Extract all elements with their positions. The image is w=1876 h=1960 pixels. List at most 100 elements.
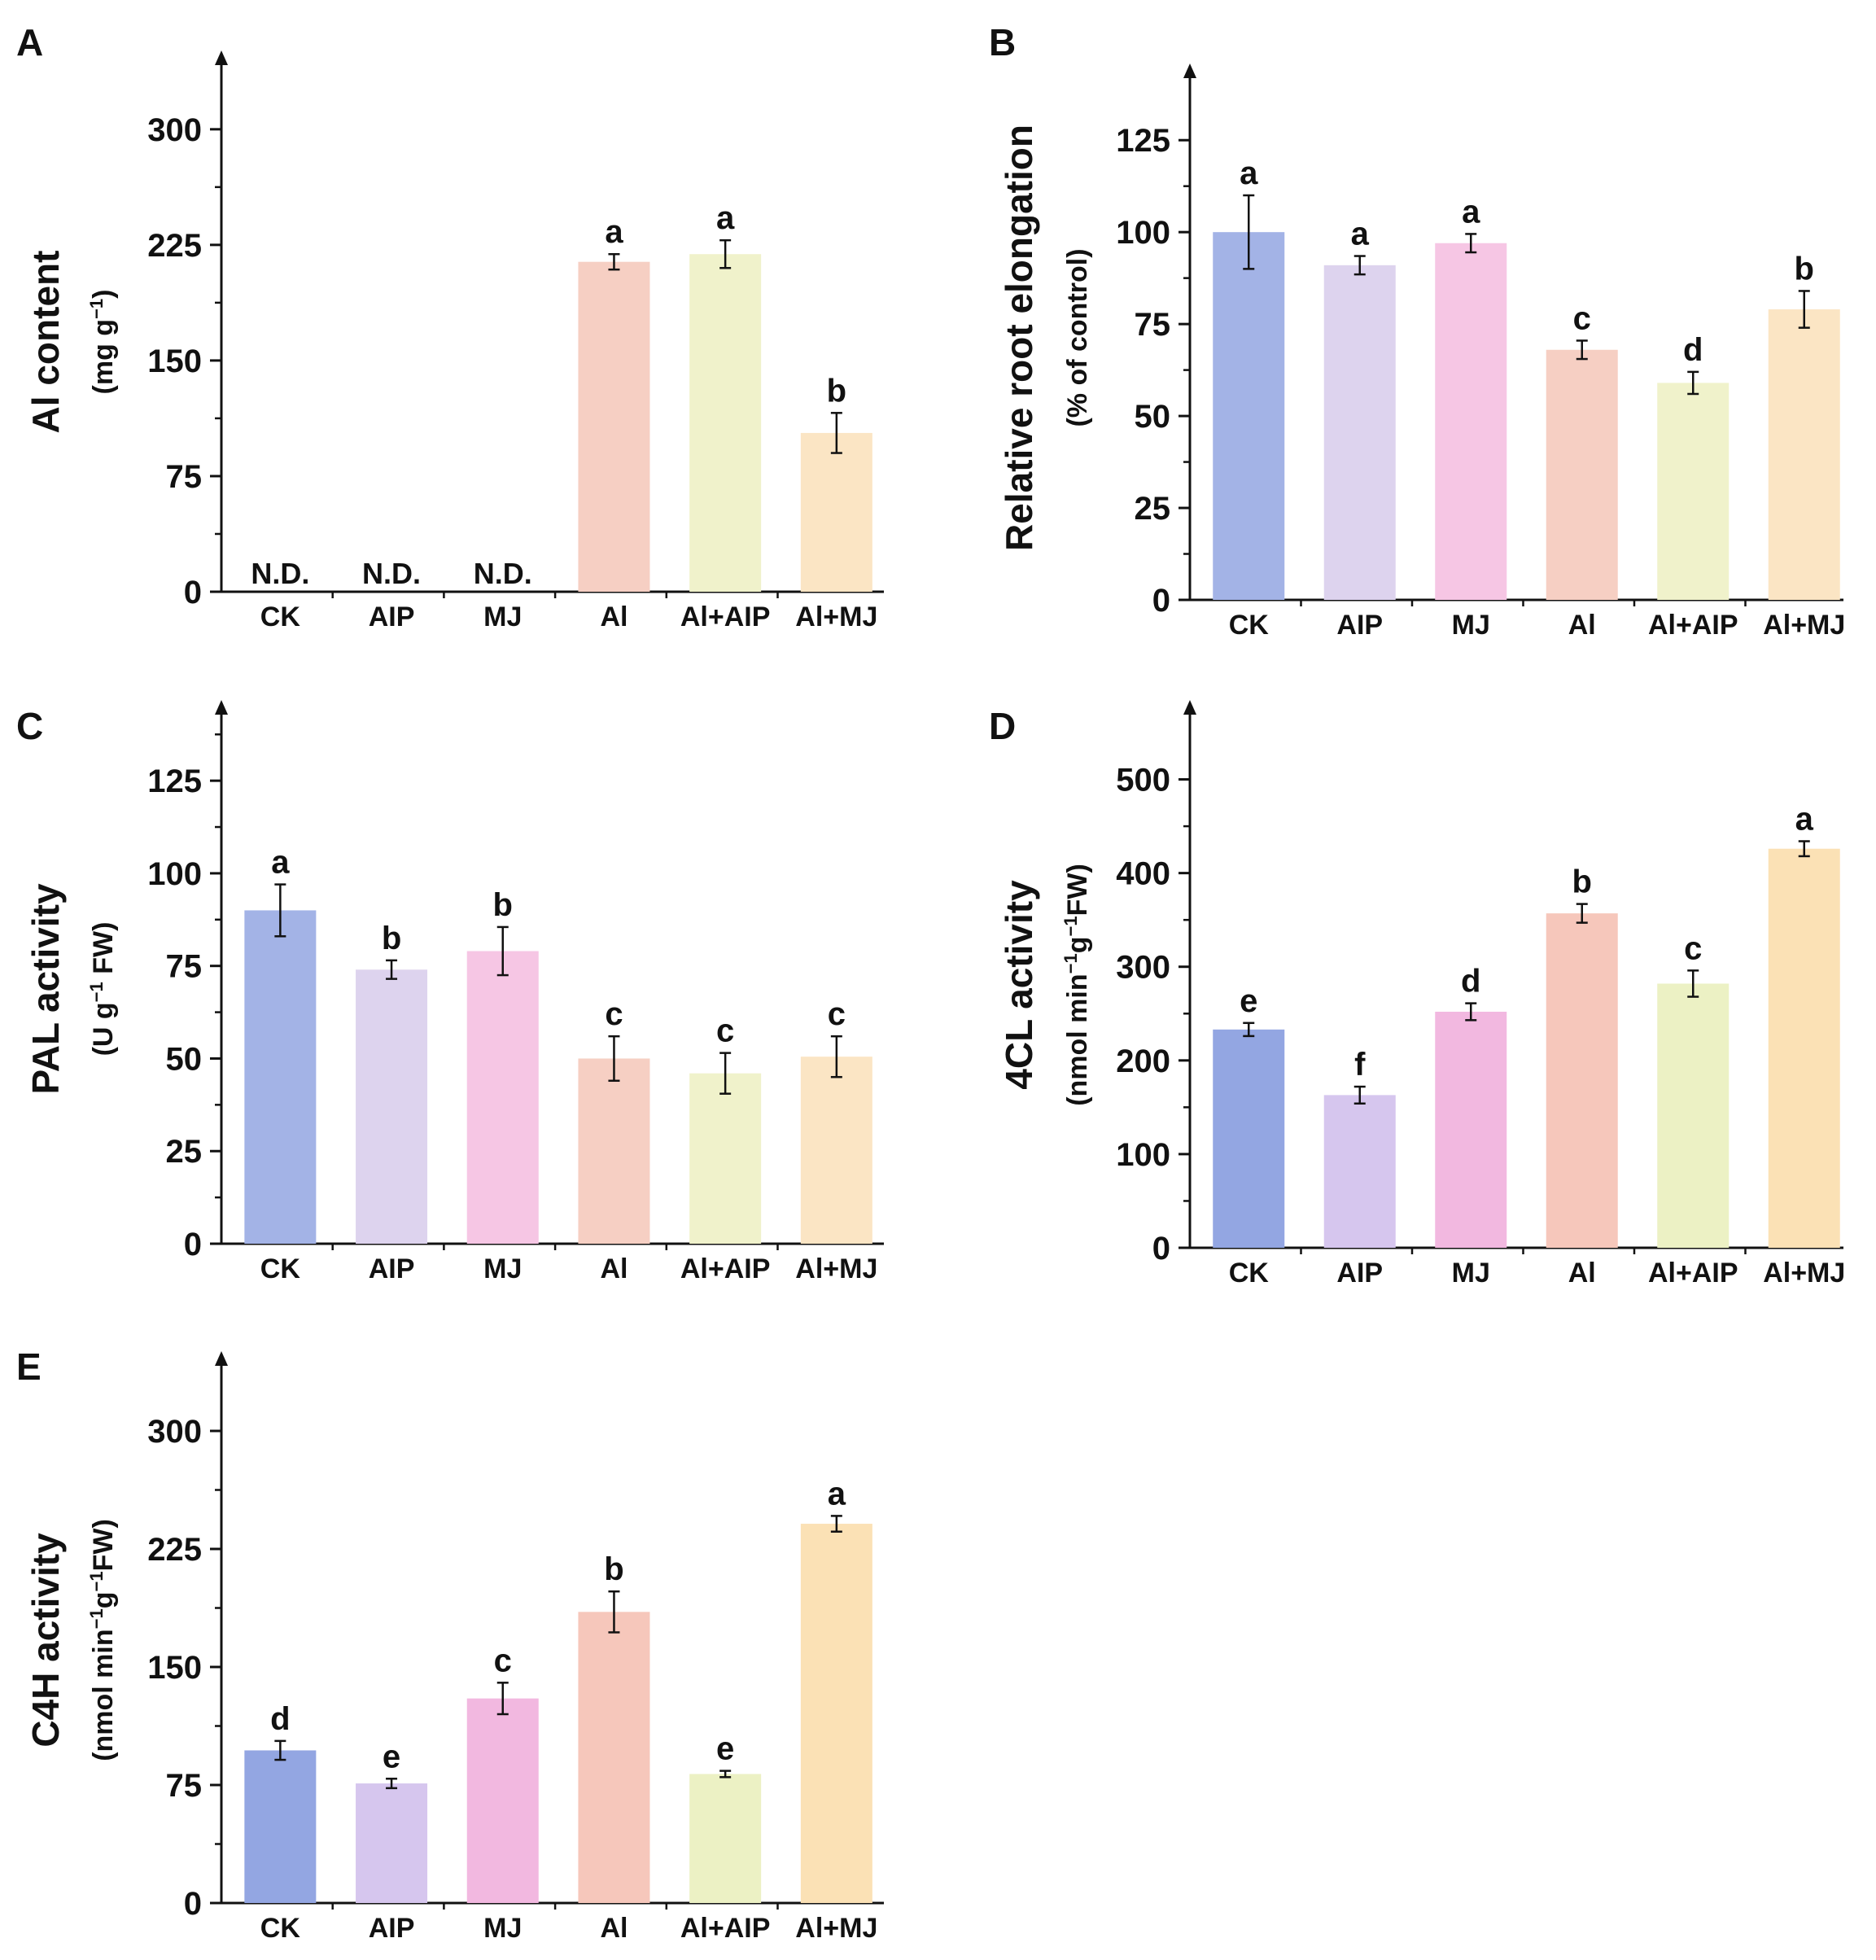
significance-label: c [828, 996, 846, 1032]
significance-label: c [1684, 930, 1702, 966]
y-axis-arrow [215, 700, 228, 715]
y-tick-label: 125 [147, 763, 202, 799]
significance-label: c [494, 1643, 512, 1678]
y-tick-label: 300 [147, 1414, 202, 1450]
significance-label: b [382, 921, 401, 956]
y-tick-label: 100 [1116, 215, 1170, 251]
bar-al [1546, 913, 1618, 1248]
y-tick-label: 25 [1135, 491, 1171, 527]
x-tick-label: AIP [1336, 610, 1383, 641]
significance-label: b [493, 887, 513, 923]
unit-text: (mg g [88, 319, 119, 395]
bar-al [578, 1612, 650, 1903]
panels: A 0 75 150 225 300 N.D. CK N.D. AIP N.D. MJ a Al a Al+A… [16, 21, 1845, 1944]
y-tick-label: 300 [147, 112, 202, 148]
x-tick-label: Al [1568, 610, 1596, 641]
not-detected-label: N.D. [362, 557, 421, 590]
not-detected-label: N.D. [251, 557, 309, 590]
y-tick-label: 150 [147, 343, 202, 379]
y-tick-label: 75 [166, 1768, 203, 1804]
bar-al-aip [1657, 983, 1730, 1248]
unit-superscript: −1 [86, 1571, 107, 1591]
y-tick-label: 200 [1116, 1043, 1170, 1079]
significance-label: a [716, 200, 735, 236]
bar-mj [1435, 243, 1507, 600]
unit-superscript: −1 [86, 982, 107, 1002]
x-tick-label: Al+AIP [680, 602, 771, 632]
y-tick-label: 0 [184, 1227, 202, 1262]
x-tick-label: Al+AIP [1648, 1258, 1738, 1288]
x-tick-label: MJ [1452, 1258, 1490, 1288]
y-tick-label: 0 [1152, 1231, 1170, 1267]
panel-label: E [16, 1345, 42, 1388]
y-axis-unit: (U g−1 FW) [86, 922, 119, 1057]
panel-label: C [16, 705, 43, 747]
not-detected-label: N.D. [474, 557, 532, 590]
significance-label: a [1351, 217, 1370, 252]
y-tick-label: 0 [184, 1886, 202, 1922]
y-axis-title: Relative root elongation [998, 125, 1040, 551]
bar-al-mj [800, 432, 872, 592]
x-tick-label: MJ [483, 1913, 522, 1944]
bar-ck [1213, 1029, 1285, 1248]
panel-label: D [989, 705, 1016, 747]
significance-label: a [1240, 155, 1258, 191]
panel-b: B 0 25 50 75 100 125 a CK a AIP a MJ c Al d Al+AIP b Al+MJ… [989, 21, 1845, 641]
x-tick-label: Al [600, 1913, 628, 1944]
y-axis-unit: (nmol min−1g−1FW) [86, 1519, 119, 1761]
panel-c: C 0 25 50 75 100 125 a CK b AIP b MJ c Al c Al+AIP c Al+MJ… [16, 700, 884, 1284]
significance-label: d [1461, 964, 1480, 1000]
bar-al [578, 261, 650, 592]
x-tick-label: Al+AIP [680, 1253, 771, 1284]
significance-label: b [604, 1551, 623, 1587]
bar-al-aip [689, 1774, 762, 1903]
y-axis-title: Al content [24, 251, 67, 434]
unit-superscript: −1 [1060, 916, 1081, 936]
unit-superscript: −1 [86, 1608, 107, 1629]
x-tick-label: Al+MJ [795, 602, 877, 632]
x-tick-label: Al+MJ [795, 1253, 877, 1284]
bar-ck [244, 910, 317, 1244]
bar-al [578, 1058, 650, 1244]
x-tick-label: AIP [369, 1913, 415, 1944]
bar-ck [244, 1750, 317, 1903]
y-axis-arrow [1183, 700, 1196, 715]
panel-label: A [16, 21, 43, 63]
x-tick-label: CK [260, 1253, 301, 1284]
y-axis-unit: (mg g−1) [86, 290, 119, 395]
unit-text: (nmol min [88, 1629, 119, 1761]
y-tick-label: 100 [147, 856, 202, 892]
significance-label: e [1240, 983, 1257, 1019]
unit-text: (nmol min [1062, 973, 1093, 1105]
x-tick-label: Al+AIP [1648, 610, 1738, 641]
bar-al-aip [1657, 383, 1730, 600]
significance-label: b [1572, 864, 1592, 900]
significance-label: a [1462, 194, 1480, 230]
significance-label: d [1683, 332, 1703, 368]
y-tick-label: 75 [1135, 307, 1171, 343]
x-tick-label: Al+MJ [1763, 610, 1845, 641]
y-axis-title: 4CL activity [998, 880, 1040, 1090]
significance-label: c [1573, 300, 1591, 336]
bar-al [1546, 349, 1618, 600]
y-tick-label: 225 [147, 228, 202, 264]
x-tick-label: Al [600, 1253, 628, 1284]
significance-label: f [1354, 1047, 1366, 1083]
bar-al-mj [1768, 309, 1840, 600]
significance-label: a [605, 214, 623, 250]
y-tick-label: 225 [147, 1532, 202, 1568]
significance-label: e [716, 1731, 734, 1767]
significance-label: c [605, 996, 623, 1032]
panel-e: E 0 75 150 225 300 d CK e AIP c MJ b Al e Al+AIP a Al+MJ C… [16, 1345, 884, 1944]
significance-label: b [1795, 251, 1814, 287]
significance-label: d [270, 1701, 290, 1737]
x-tick-label: CK [260, 602, 301, 632]
significance-label: b [827, 373, 846, 409]
bar-al-mj [1768, 848, 1840, 1248]
bar-mj [466, 951, 539, 1244]
panel-d: D 0 100 200 300 400 500 e CK f AIP d MJ b Al c Al+AIP a Al… [989, 700, 1845, 1288]
unit-text: ) [88, 290, 119, 299]
y-axis-unit: (nmol min−1g−1FW) [1060, 864, 1093, 1106]
unit-text: FW) [88, 922, 119, 982]
